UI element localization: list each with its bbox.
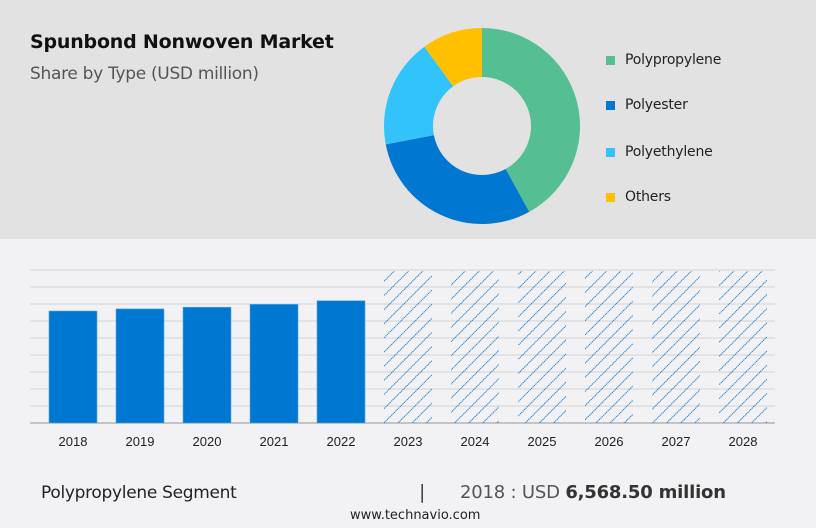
x-tick-label: 2020 — [193, 434, 222, 449]
website-link[interactable]: www.technavio.com — [350, 508, 481, 523]
forecast-bar-2027 — [652, 271, 700, 423]
legend-item-polypropylene: Polypropylene — [606, 52, 721, 68]
donut-chart — [384, 28, 580, 224]
segment-label: Polypropylene Segment — [41, 483, 237, 503]
bar-2018 — [48, 310, 98, 424]
chart-subtitle: Share by Type (USD million) — [30, 64, 259, 84]
forecast-bar-2023 — [384, 271, 432, 423]
chart-title: Spunbond Nonwoven Market — [30, 31, 334, 53]
forecast-bar-2026 — [585, 271, 633, 423]
legend-label: Others — [625, 189, 671, 205]
x-tick-label: 2019 — [126, 434, 155, 449]
bar-2019 — [115, 308, 165, 424]
x-tick-label: 2025 — [528, 434, 557, 449]
x-tick-label: 2018 — [59, 434, 88, 449]
x-tick-label: 2023 — [394, 434, 423, 449]
segment-value: 2018 : USD 6,568.50 million — [460, 482, 726, 503]
header-panel: Spunbond Nonwoven Market Share by Type (… — [0, 0, 816, 239]
x-tick-label: 2022 — [327, 434, 356, 449]
footer-separator: | — [419, 481, 426, 503]
bar-2022 — [316, 300, 366, 424]
legend-item-polyester: Polyester — [606, 97, 688, 113]
legend-label: Polyester — [625, 97, 688, 113]
legend-label: Polyethylene — [625, 144, 713, 160]
donut-slice-polypropylene — [482, 28, 580, 212]
forecast-bar-2028 — [719, 271, 767, 423]
legend-label: Polypropylene — [625, 52, 722, 68]
donut-slice-polyester — [385, 135, 530, 224]
segment-value-prefix: 2018 : USD — [460, 482, 566, 503]
forecast-bar-2024 — [451, 271, 499, 423]
legend-swatch-icon — [606, 55, 615, 65]
forecast-bar-2025 — [518, 271, 566, 423]
legend-item-polyethylene: Polyethylene — [606, 144, 713, 160]
bar-2020 — [182, 306, 232, 424]
legend-swatch-icon — [606, 100, 615, 110]
x-tick-label: 2024 — [461, 434, 490, 449]
bar-chart: 2018 2019 2020 2021 2022 2023 2024 2025 2026 2027… — [30, 269, 775, 449]
x-tick-label: 2027 — [662, 434, 691, 449]
bar-2021 — [249, 304, 299, 424]
x-tick-label: 2021 — [260, 434, 289, 449]
donut-slice-others — [424, 28, 482, 87]
legend-swatch-icon — [606, 147, 615, 157]
donut-slice-polyethylene — [384, 46, 454, 145]
segment-value-amount: 6,568.50 million — [565, 482, 726, 503]
legend-swatch-icon — [606, 192, 615, 202]
x-tick-label: 2028 — [729, 434, 758, 449]
legend-item-others: Others — [606, 189, 671, 205]
x-tick-label: 2026 — [595, 434, 624, 449]
